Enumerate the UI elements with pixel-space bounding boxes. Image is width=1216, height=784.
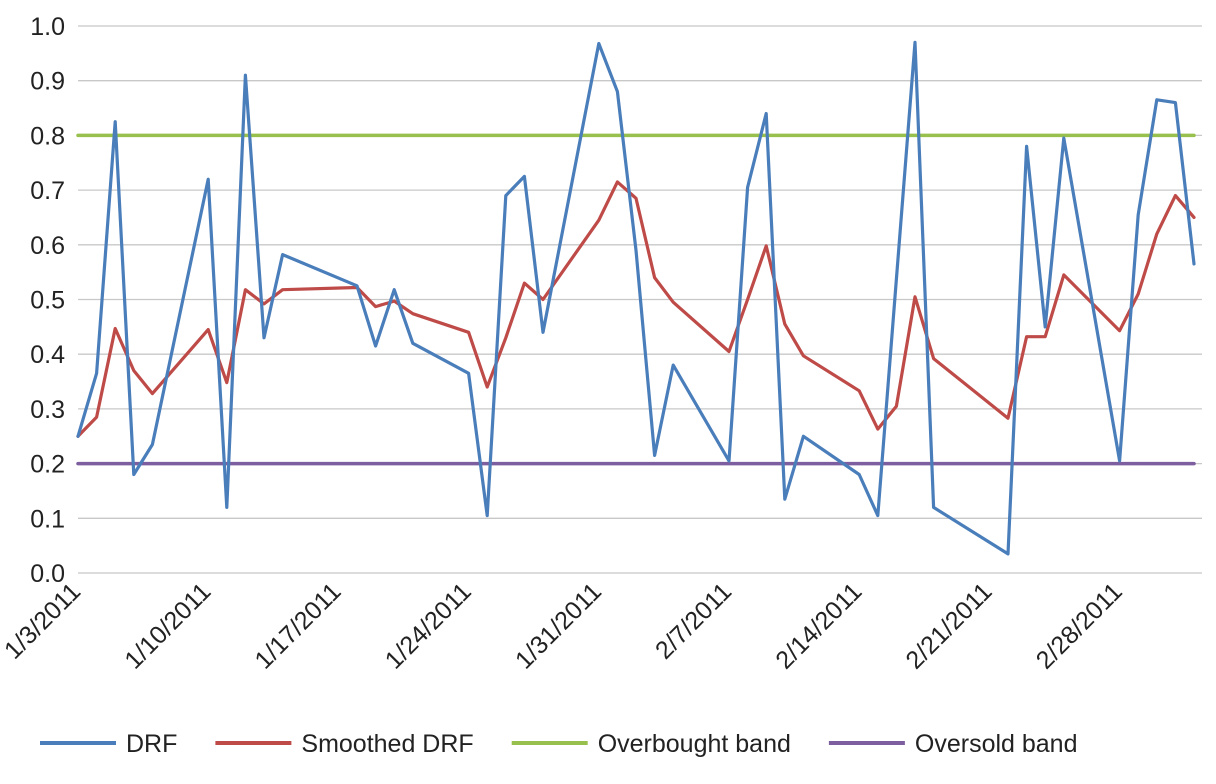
y-tick-label: 0.1: [30, 505, 65, 533]
y-tick-label: 0.4: [30, 341, 65, 369]
legend-item-smoothed-drf: Smoothed DRF: [215, 730, 474, 758]
x-tick-label: 2/28/2011: [1031, 577, 1128, 674]
y-axis-tick-labels: 0.0 0.1 0.2 0.3 0.4 0.5 0.6 0.7 0.8 0.9 1.0: [30, 13, 65, 588]
y-tick-label: 0.0: [30, 560, 65, 588]
y-tick-label: 1.0: [30, 13, 65, 41]
x-tick-label: 1/3/2011: [0, 577, 86, 664]
legend: DRF Smoothed DRF Overbought band Oversold b…: [40, 730, 1078, 758]
y-tick-label: 0.9: [30, 68, 65, 96]
legend-label: Oversold band: [915, 730, 1078, 758]
x-tick-label: 1/10/2011: [119, 577, 216, 674]
x-tick-label: 2/7/2011: [650, 577, 737, 664]
x-tick-label: 2/21/2011: [901, 577, 998, 674]
y-tick-label: 0.6: [30, 232, 65, 260]
legend-item-overbought-band: Overbought band: [511, 730, 791, 758]
y-tick-label: 0.5: [30, 287, 65, 315]
series-line-smoothed-drf: [76, 180, 1196, 438]
legend-item-drf: DRF: [40, 730, 177, 758]
legend-label: Overbought band: [598, 730, 791, 758]
legend-label: DRF: [126, 730, 177, 758]
x-tick-label: 1/31/2011: [510, 577, 607, 674]
y-tick-label: 0.8: [30, 122, 65, 150]
x-tick-label: 1/17/2011: [250, 577, 347, 674]
y-tick-label: 0.2: [30, 451, 65, 479]
series-line-drf: [76, 40, 1196, 556]
y-tick-label: 0.3: [30, 396, 65, 424]
x-tick-label: 2/14/2011: [770, 577, 867, 674]
x-tick-label: 1/24/2011: [380, 577, 477, 674]
legend-item-oversold-band: Oversold band: [828, 730, 1078, 758]
series-lines: [76, 40, 1196, 556]
x-axis-tick-labels: 1/3/2011 1/10/2011 1/17/2011 1/24/2011 1/31/…: [0, 577, 1128, 674]
y-tick-label: 0.7: [30, 177, 65, 205]
legend-label: Smoothed DRF: [301, 730, 473, 758]
